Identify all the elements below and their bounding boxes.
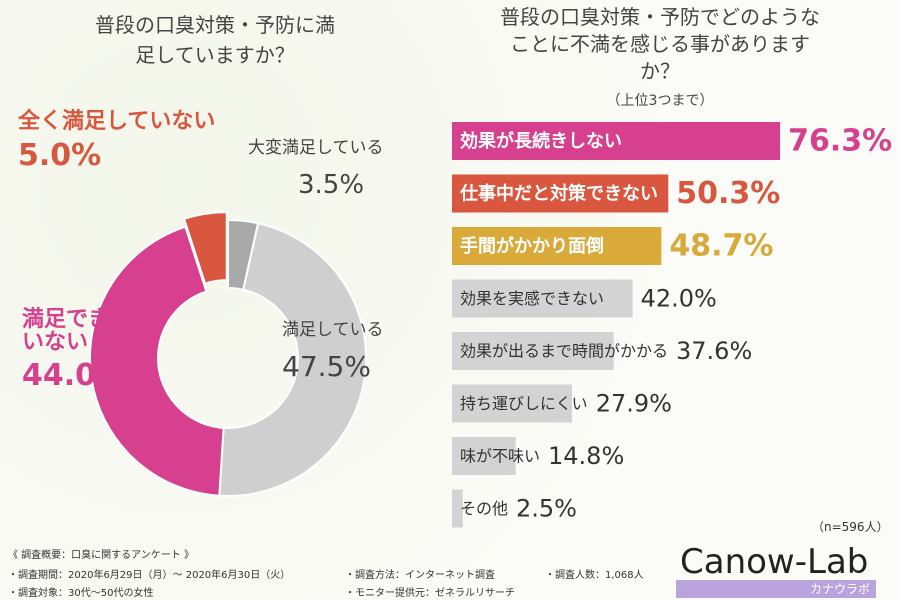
bar-category-label: 仕事中だと対策できない: [459, 183, 658, 205]
note: ・調査方法：インターネット調査: [345, 570, 495, 581]
slice-value-label: 44.0%: [22, 358, 127, 393]
donut-title: 普段の口臭対策・予防に満足していますか？: [95, 13, 335, 67]
bar-title-block: 普段の口臭対策・予防でどのようなことに不満を感じる事がありますか？ （上位3つまで…: [500, 4, 820, 115]
note: ・調査対象：30代～50代の女性: [8, 588, 154, 599]
brand-name: Canow-Lab: [680, 542, 869, 582]
brand-kana: カナウラボ: [676, 580, 876, 598]
slice-label: 全く満足していない: [18, 109, 216, 134]
slice-value-label: 3.5%: [298, 170, 365, 200]
bar: [452, 122, 781, 160]
bar-category-label: 効果が出るまで時間がかかる: [460, 342, 668, 361]
note: ・モニター提供元：ゼネラルリサーチ: [345, 588, 515, 599]
donut-slice: [182, 211, 228, 285]
donut-slice: [89, 225, 225, 497]
bar-title: 普段の口臭対策・予防でどのようなことに不満を感じる事がありますか？: [500, 5, 820, 83]
bar: [452, 384, 572, 423]
bar-category-label: 効果が長続きしない: [460, 130, 622, 152]
bar-value-label: 42.0%: [641, 285, 717, 313]
bar-value-label: 14.8%: [548, 442, 624, 470]
bar-value-label: 50.3%: [676, 176, 780, 211]
bar-category-label: 味が不味い: [460, 447, 540, 466]
bar-value-label: 37.6%: [676, 337, 752, 365]
slice-label: 満足できていない: [22, 307, 133, 356]
bar-category-label: 効果を実感できない: [460, 289, 604, 308]
bar: [452, 174, 669, 213]
note: ・調査人数：1,068人: [545, 570, 644, 581]
bar-value-label: 76.3%: [788, 124, 892, 159]
slice-value-label: 47.5%: [282, 350, 371, 383]
bar-value-label: 2.5%: [516, 495, 577, 523]
bar-value-label: 27.9%: [596, 390, 672, 418]
slice-label: 満足している: [282, 320, 384, 340]
bar: [452, 227, 662, 265]
slice-label: 大変満足している: [248, 138, 384, 158]
slice-value-label: 5.0%: [18, 138, 102, 173]
note: ・調査期間：2020年6月29日（月）～ 2020年6月30日（火）: [8, 570, 291, 581]
donut-slice: [218, 222, 367, 497]
bar: [452, 332, 614, 370]
bar-value-label: 48.7%: [669, 229, 773, 264]
sample-note: （n=596人）: [812, 520, 889, 534]
bar-subtitle: （上位3つまで）: [606, 93, 714, 109]
bar: [452, 437, 516, 475]
bar: [452, 489, 463, 528]
bar-category-label: 持ち運びしにくい: [460, 394, 588, 413]
note: 《 調査概要：口臭に関するアンケート 》: [8, 550, 194, 561]
bar: [452, 279, 633, 318]
bar-category-label: 手間がかかり面倒: [460, 235, 604, 257]
bar-category-label: その他: [460, 499, 508, 518]
